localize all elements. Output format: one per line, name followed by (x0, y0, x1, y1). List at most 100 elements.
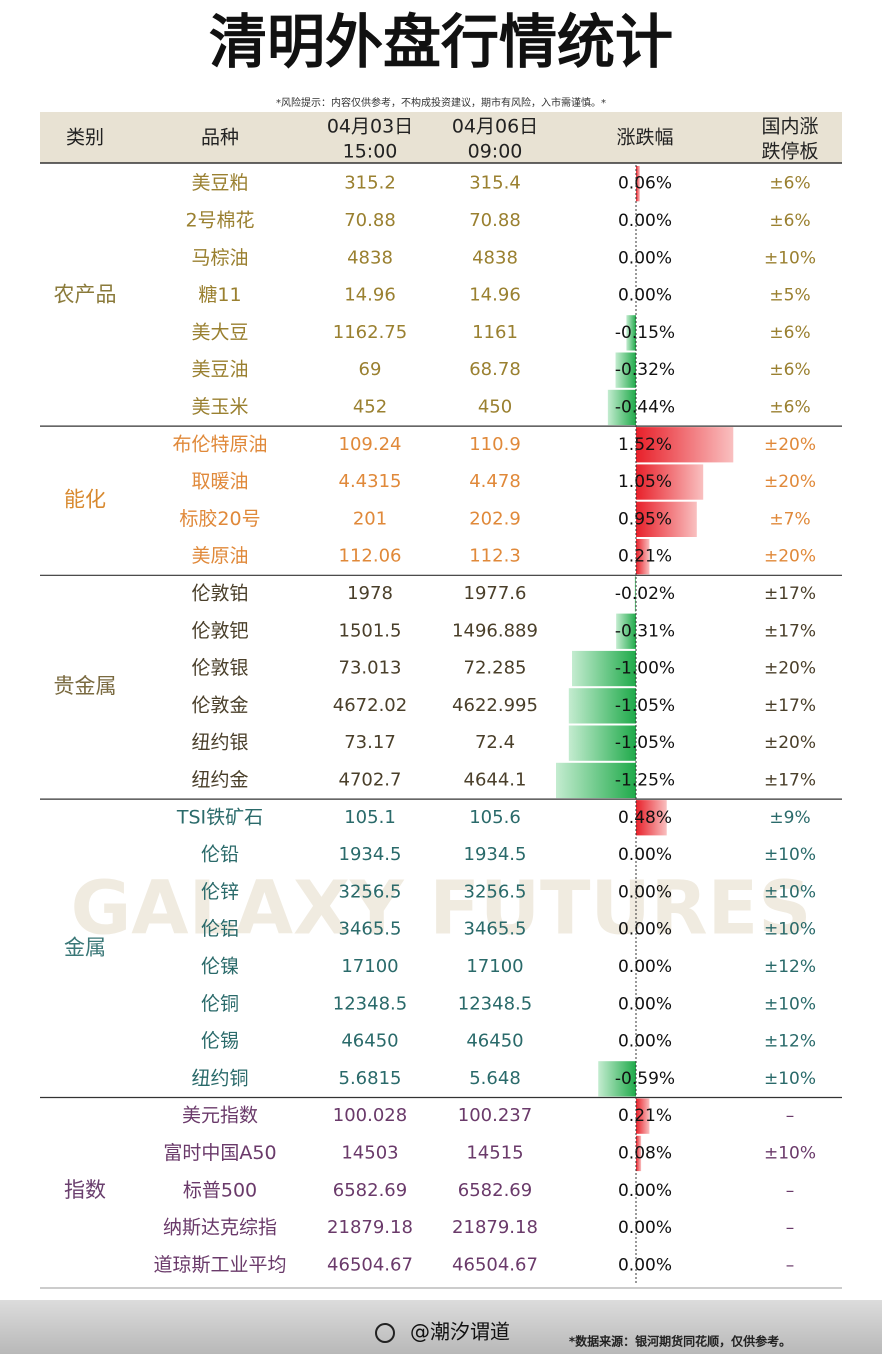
price-curr: 14515 (466, 1142, 523, 1163)
change-label: -1.05% (615, 696, 675, 716)
limit: ±12% (764, 957, 816, 977)
column-header: 跌停板 (761, 141, 818, 163)
price-prev: 46450 (341, 1031, 398, 1052)
price-curr: 1977.6 (464, 583, 527, 604)
footer-source: *数据来源：银河期货同花顺，仅供参考。 (569, 1334, 791, 1349)
variety: 纽约铜 (191, 1067, 248, 1089)
change-bar (568, 725, 636, 761)
change-label: 0.95% (618, 509, 672, 529)
price-curr: 110.9 (469, 434, 521, 455)
variety: 伦敦银 (191, 657, 248, 679)
change-bar (616, 613, 636, 649)
price-prev: 315.2 (344, 173, 396, 194)
price-prev: 46504.67 (327, 1254, 413, 1275)
change-bar (636, 1098, 650, 1134)
variety: 伦锌 (201, 881, 239, 903)
category: 能化 (64, 488, 106, 512)
change-label: -1.05% (615, 733, 675, 753)
column-header: 15:00 (343, 141, 398, 163)
limit: ±6% (769, 397, 810, 417)
footer-bar (0, 1300, 882, 1354)
price-prev: 3256.5 (339, 881, 402, 902)
variety: 美豆油 (191, 359, 248, 381)
variety: 美大豆 (191, 321, 248, 343)
limit: ±20% (764, 435, 816, 455)
price-curr: 46504.67 (452, 1254, 538, 1275)
header-row (40, 112, 842, 163)
limit: ±10% (764, 1069, 816, 1089)
price-prev: 70.88 (344, 210, 396, 231)
change-bar (636, 539, 650, 575)
change-label: 0.00% (618, 1032, 672, 1052)
variety: TSI铁矿石 (176, 806, 263, 828)
change-bar (615, 352, 636, 388)
limit: ±6% (769, 323, 810, 343)
variety: 伦镍 (201, 955, 239, 977)
limit: – (786, 1106, 795, 1126)
price-curr: 46450 (466, 1031, 523, 1052)
price-curr: 3465.5 (464, 919, 527, 940)
limit: – (786, 1255, 795, 1275)
limit: ±17% (764, 696, 816, 716)
footer-account: @潮汐谓道 (410, 1320, 510, 1344)
variety: 标普500 (183, 1179, 257, 1201)
price-prev: 105.1 (344, 807, 396, 828)
limit: ±10% (764, 845, 816, 865)
change-label: 0.21% (618, 1106, 672, 1126)
price-prev: 1162.75 (333, 322, 407, 343)
price-curr: 4838 (472, 247, 518, 268)
change-label: 0.08% (618, 1143, 672, 1163)
column-header: 类别 (66, 127, 104, 149)
limit: ±10% (764, 1143, 816, 1163)
price-prev: 21879.18 (327, 1217, 413, 1238)
change-label: -0.32% (615, 360, 675, 380)
price-curr: 3256.5 (464, 881, 527, 902)
variety: 美玉米 (191, 396, 248, 418)
watermark: GALAXY FUTURES (71, 866, 812, 952)
change-label: 0.00% (618, 845, 672, 865)
price-prev: 1934.5 (339, 844, 402, 865)
price-prev: 109.24 (339, 434, 402, 455)
variety: 伦铝 (201, 918, 239, 940)
price-prev: 17100 (341, 956, 398, 977)
change-label: -0.31% (615, 621, 675, 641)
variety: 糖11 (198, 284, 241, 306)
price-curr: 112.3 (469, 546, 521, 567)
change-label: 0.00% (618, 1255, 672, 1275)
change-bar (636, 800, 667, 836)
variety: 纳斯达克综指 (163, 1217, 277, 1239)
variety: 美原油 (191, 545, 248, 567)
variety: 伦敦金 (191, 694, 248, 716)
limit: ±10% (764, 882, 816, 902)
variety: 美元指数 (182, 1105, 258, 1127)
change-bar (598, 1061, 636, 1097)
limit: – (786, 1181, 795, 1201)
price-prev: 452 (353, 396, 387, 417)
limit: ±10% (764, 994, 816, 1014)
change-label: 1.52% (618, 435, 672, 455)
category: 农产品 (54, 283, 117, 307)
variety: 伦铜 (201, 993, 239, 1015)
price-curr: 1496.889 (452, 620, 538, 641)
limit: ±7% (769, 509, 810, 529)
change-label: 0.06% (618, 174, 672, 194)
price-curr: 21879.18 (452, 1217, 538, 1238)
change-label: 0.00% (618, 957, 672, 977)
price-prev: 3465.5 (339, 919, 402, 940)
price-curr: 68.78 (469, 359, 521, 380)
price-curr: 72.4 (475, 732, 515, 753)
limit: ±10% (764, 920, 816, 940)
variety: 标胶20号 (179, 508, 260, 530)
change-bar (634, 576, 636, 612)
price-curr: 4.478 (469, 471, 521, 492)
limit: ±17% (764, 770, 816, 790)
change-label: -1.00% (615, 659, 675, 679)
limit: ±9% (769, 808, 810, 828)
price-curr: 6582.69 (458, 1180, 532, 1201)
variety: 纽约金 (191, 769, 248, 791)
price-prev: 6582.69 (333, 1180, 407, 1201)
limit: ±17% (764, 621, 816, 641)
limit: ±17% (764, 584, 816, 604)
price-curr: 5.648 (469, 1068, 521, 1089)
